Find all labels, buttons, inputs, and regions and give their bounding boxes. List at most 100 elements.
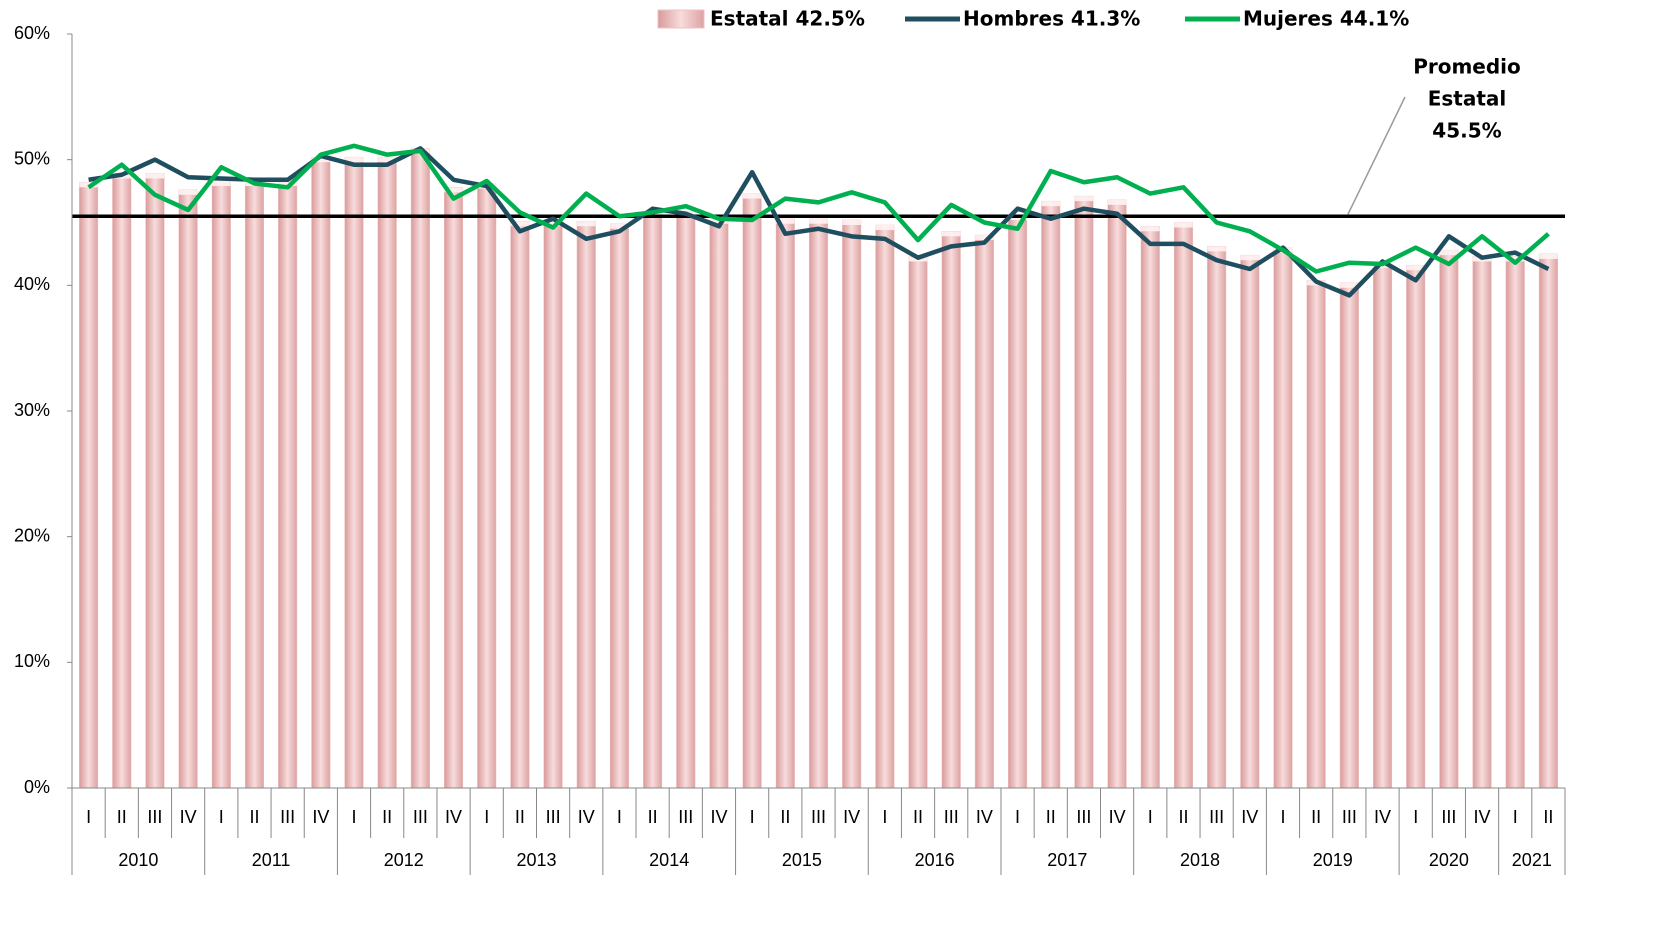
bar-cap bbox=[1074, 196, 1094, 202]
y-tick-label: 40% bbox=[14, 274, 50, 294]
x-group-label: 2010 bbox=[118, 850, 158, 870]
y-tick-label: 30% bbox=[14, 400, 50, 420]
bar-cap bbox=[1439, 250, 1459, 256]
x-tick-label: II bbox=[117, 807, 127, 827]
bar-cap bbox=[212, 181, 231, 187]
y-tick-label: 50% bbox=[14, 148, 50, 168]
bar bbox=[808, 218, 829, 789]
annotation-leader bbox=[1347, 96, 1406, 215]
y-tick-label: 0% bbox=[24, 777, 50, 797]
bar-cap bbox=[510, 221, 530, 227]
bar-cap bbox=[1174, 222, 1193, 228]
x-tick-label: IV bbox=[1109, 807, 1126, 827]
legend-swatch bbox=[657, 9, 705, 29]
bar bbox=[444, 187, 464, 789]
x-tick-label: II bbox=[913, 807, 923, 827]
x-tick-label: III bbox=[678, 807, 693, 827]
bar bbox=[178, 189, 198, 789]
x-group-label: 2012 bbox=[384, 850, 424, 870]
legend-label: Estatal 42.5% bbox=[710, 7, 865, 31]
bar bbox=[775, 218, 795, 789]
x-group-label: 2016 bbox=[915, 850, 955, 870]
bar bbox=[1041, 200, 1061, 789]
bar bbox=[244, 180, 265, 789]
bar bbox=[1372, 262, 1393, 789]
bar-cap bbox=[776, 218, 795, 224]
x-tick-label: III bbox=[1441, 807, 1456, 827]
x-tick-label: II bbox=[1178, 807, 1188, 827]
x-tick-label: I bbox=[86, 807, 91, 827]
x-tick-label: IV bbox=[1374, 807, 1391, 827]
bar bbox=[145, 173, 165, 789]
legend-label: Hombres 41.3% bbox=[963, 7, 1140, 31]
x-group-label: 2020 bbox=[1429, 850, 1469, 870]
x-tick-label: I bbox=[1280, 807, 1285, 827]
x-tick-label: I bbox=[1148, 807, 1153, 827]
bar-cap bbox=[1539, 253, 1558, 259]
bar-cap bbox=[576, 221, 596, 227]
legend-label: Mujeres 44.1% bbox=[1243, 7, 1409, 31]
bar bbox=[742, 193, 762, 789]
x-tick-label: II bbox=[648, 807, 658, 827]
bar-cap bbox=[1505, 256, 1525, 262]
x-group-label: 2021 bbox=[1512, 850, 1552, 870]
series-line bbox=[87, 143, 1550, 274]
x-group-label: 2018 bbox=[1180, 850, 1220, 870]
bar bbox=[709, 218, 729, 789]
bar bbox=[1339, 282, 1359, 789]
x-tick-label: II bbox=[1311, 807, 1321, 827]
x-tick-label: I bbox=[1513, 807, 1518, 827]
bar bbox=[1107, 199, 1127, 789]
bar-cap bbox=[809, 218, 828, 224]
bar bbox=[1273, 247, 1293, 789]
x-tick-label: IV bbox=[445, 807, 462, 827]
x-tick-label: I bbox=[882, 807, 887, 827]
bar-cap bbox=[610, 223, 629, 229]
bar-cap bbox=[742, 193, 762, 199]
x-tick-label: III bbox=[280, 807, 295, 827]
bar-cap bbox=[1107, 199, 1127, 205]
bar-cap bbox=[709, 218, 729, 224]
bar bbox=[410, 148, 430, 789]
x-group-label: 2017 bbox=[1047, 850, 1087, 870]
bar-cap bbox=[543, 221, 563, 227]
x-tick-label: III bbox=[944, 807, 959, 827]
bar bbox=[643, 212, 663, 789]
bar bbox=[974, 234, 994, 789]
x-group-label: 2011 bbox=[252, 850, 291, 870]
bar bbox=[1140, 226, 1160, 789]
bar-cap bbox=[377, 157, 397, 163]
bar-cap bbox=[1041, 201, 1061, 207]
bar bbox=[1306, 280, 1326, 789]
x-tick-label: I bbox=[484, 807, 489, 827]
bar-cap bbox=[941, 231, 961, 237]
x-tick-label: III bbox=[147, 807, 162, 827]
bar-cap bbox=[875, 225, 895, 231]
y-tick-label: 10% bbox=[14, 651, 50, 671]
x-group-label: 2019 bbox=[1313, 850, 1353, 870]
x-tick-label: I bbox=[1413, 807, 1418, 827]
bar-cap bbox=[344, 157, 364, 163]
bar bbox=[676, 210, 696, 789]
x-tick-label: I bbox=[750, 807, 755, 827]
bar bbox=[211, 180, 231, 789]
bar bbox=[344, 156, 364, 789]
bar bbox=[875, 224, 895, 789]
x-tick-label: II bbox=[780, 807, 790, 827]
annotation-label: 45.5% bbox=[1432, 119, 1501, 143]
bar-cap bbox=[311, 157, 331, 163]
bar bbox=[1008, 214, 1028, 789]
x-tick-label: I bbox=[617, 807, 622, 827]
x-tick-label: IV bbox=[578, 807, 595, 827]
x-tick-label: I bbox=[352, 807, 357, 827]
x-group-label: 2014 bbox=[649, 850, 689, 870]
bar bbox=[842, 219, 862, 789]
x-tick-label: III bbox=[811, 807, 826, 827]
bar bbox=[311, 156, 331, 789]
bar bbox=[609, 223, 629, 789]
x-tick-label: IV bbox=[843, 807, 860, 827]
x-tick-label: IV bbox=[976, 807, 993, 827]
annotation-label: Estatal bbox=[1428, 87, 1507, 111]
bar bbox=[543, 220, 563, 789]
